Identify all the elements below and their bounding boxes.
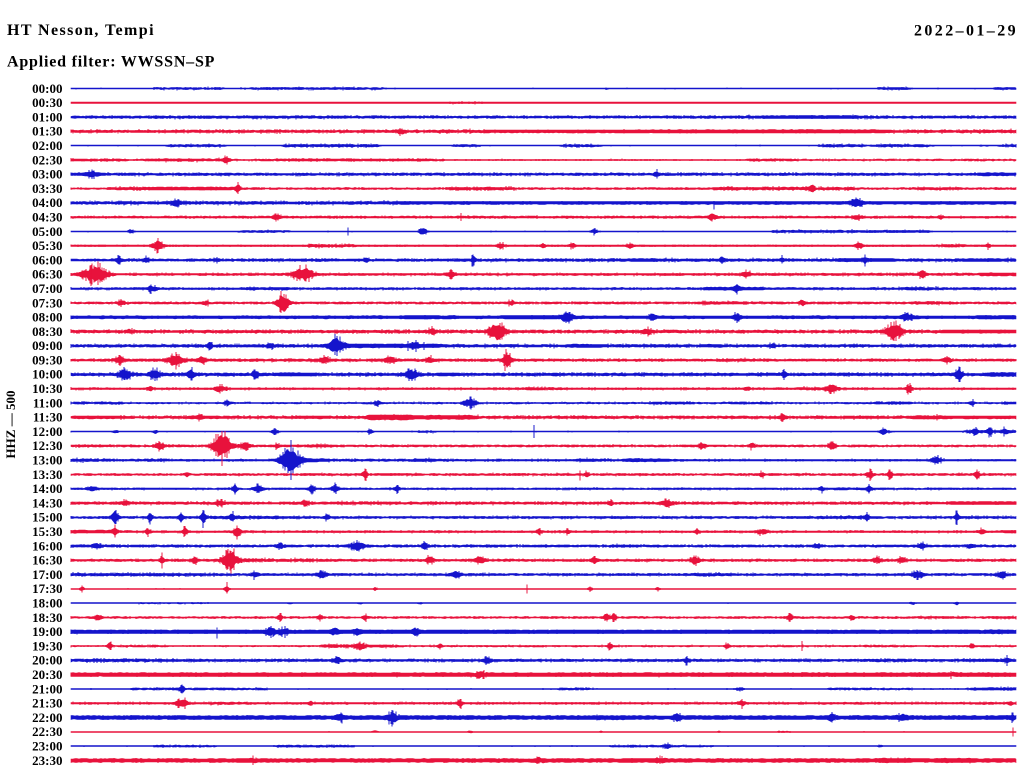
svg-text:00:30: 00:30 (32, 95, 62, 110)
svg-text:05:30: 05:30 (32, 238, 62, 253)
svg-text:02:00: 02:00 (32, 138, 62, 153)
svg-text:03:00: 03:00 (32, 167, 62, 182)
svg-text:14:30: 14:30 (32, 495, 62, 510)
svg-text:22:30: 22:30 (32, 724, 62, 739)
svg-text:17:00: 17:00 (32, 567, 62, 582)
svg-text:12:30: 12:30 (32, 438, 62, 453)
svg-text:16:00: 16:00 (32, 538, 62, 553)
svg-text:13:30: 13:30 (32, 467, 62, 482)
svg-text:12:00: 12:00 (32, 424, 62, 439)
svg-text:09:00: 09:00 (32, 338, 62, 353)
svg-text:19:30: 19:30 (32, 638, 62, 653)
svg-text:11:00: 11:00 (33, 395, 63, 410)
svg-text:00:00: 00:00 (32, 81, 62, 96)
svg-text:14:00: 14:00 (32, 481, 62, 496)
svg-text:2022–01–29: 2022–01–29 (914, 23, 1018, 40)
svg-text:HHZ — 500: HHZ — 500 (3, 391, 18, 459)
svg-text:11:30: 11:30 (33, 410, 63, 425)
svg-text:09:30: 09:30 (32, 352, 62, 367)
svg-text:05:00: 05:00 (32, 224, 62, 239)
svg-text:15:00: 15:00 (32, 510, 62, 525)
svg-text:21:30: 21:30 (32, 696, 62, 711)
svg-text:20:00: 20:00 (32, 653, 62, 668)
svg-text:04:30: 04:30 (32, 210, 62, 225)
svg-text:18:30: 18:30 (32, 610, 62, 625)
svg-text:15:30: 15:30 (32, 524, 62, 539)
svg-text:10:00: 10:00 (32, 367, 62, 382)
svg-text:22:00: 22:00 (32, 710, 62, 725)
svg-text:20:30: 20:30 (32, 667, 62, 682)
svg-text:01:00: 01:00 (32, 109, 62, 124)
svg-text:Applied filter: WWSSN–SP: Applied filter: WWSSN–SP (7, 54, 215, 71)
svg-text:23:00: 23:00 (32, 739, 62, 754)
svg-text:08:00: 08:00 (32, 310, 62, 325)
svg-text:08:30: 08:30 (32, 324, 62, 339)
svg-text:07:00: 07:00 (32, 281, 62, 296)
svg-text:10:30: 10:30 (32, 381, 62, 396)
svg-text:19:00: 19:00 (32, 624, 62, 639)
svg-text:06:00: 06:00 (32, 252, 62, 267)
svg-text:HT Nesson, Tempi: HT Nesson, Tempi (7, 22, 155, 39)
svg-text:06:30: 06:30 (32, 267, 62, 282)
svg-text:21:00: 21:00 (32, 681, 62, 696)
svg-text:04:00: 04:00 (32, 195, 62, 210)
svg-text:16:30: 16:30 (32, 553, 62, 568)
svg-text:13:00: 13:00 (32, 453, 62, 468)
svg-text:07:30: 07:30 (32, 295, 62, 310)
svg-text:03:30: 03:30 (32, 181, 62, 196)
svg-text:23:30: 23:30 (32, 753, 62, 768)
svg-text:01:30: 01:30 (32, 124, 62, 139)
svg-text:17:30: 17:30 (32, 581, 62, 596)
svg-text:02:30: 02:30 (32, 152, 62, 167)
svg-text:18:00: 18:00 (32, 596, 62, 611)
